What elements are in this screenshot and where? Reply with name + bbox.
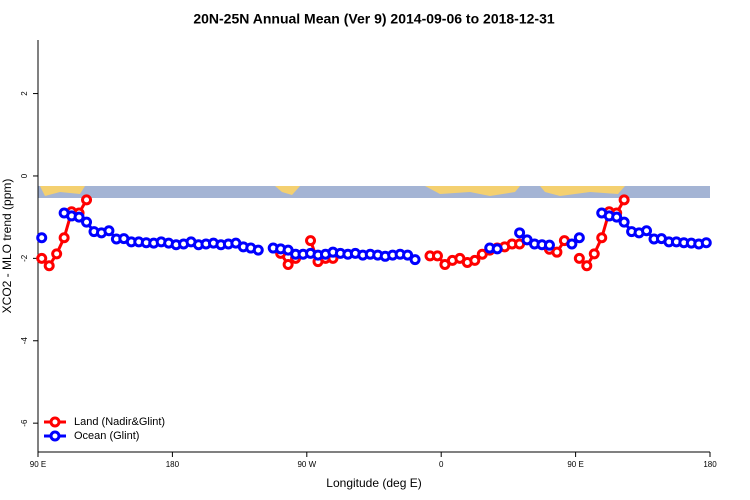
point [409, 254, 421, 266]
point [551, 246, 563, 258]
land-shape [425, 186, 520, 196]
point [36, 232, 48, 244]
map-strip [38, 186, 710, 198]
x-tick-label: 90 W [297, 460, 316, 469]
land-shape [540, 186, 625, 196]
x-tick-label: 0 [439, 460, 444, 469]
point [491, 243, 503, 255]
point [431, 250, 443, 262]
point [566, 238, 578, 250]
y-tick-label: 0 [20, 173, 29, 178]
point [43, 260, 55, 272]
chart-title: 20N-25N Annual Mean (Ver 9) 2014-09-06 t… [193, 11, 555, 27]
point [252, 244, 264, 256]
x-tick-label: 90 E [30, 460, 46, 469]
land-shape [275, 186, 300, 195]
point [81, 194, 93, 206]
point [81, 216, 93, 228]
point [573, 252, 585, 264]
point [543, 239, 555, 251]
ocean-band [38, 186, 710, 198]
legend-label: Ocean (Glint) [74, 430, 139, 442]
point [611, 211, 623, 223]
point [700, 237, 712, 249]
point [305, 235, 317, 247]
y-axis-label: XCO2 - MLO trend (ppm) [0, 179, 14, 314]
point [514, 227, 526, 239]
point [51, 248, 63, 260]
point [36, 252, 48, 264]
point [103, 225, 115, 237]
point [73, 211, 85, 223]
point [469, 254, 481, 266]
point [581, 260, 593, 272]
y-tick-label: -6 [20, 419, 29, 427]
x-tick-label: 90 E [567, 460, 583, 469]
y-tick-label: 2 [20, 91, 29, 96]
point [402, 249, 414, 261]
point [58, 232, 70, 244]
x-tick-label: 180 [703, 460, 717, 469]
point [282, 259, 294, 271]
point [588, 248, 600, 260]
legend-marker [49, 416, 61, 428]
x-tick-label: 180 [166, 460, 180, 469]
legend-marker [49, 430, 61, 442]
land-shape [40, 186, 85, 196]
legend-label: Land (Nadir&Glint) [74, 416, 165, 428]
y-tick-label: -2 [20, 254, 29, 262]
point [573, 232, 585, 244]
point [596, 232, 608, 244]
y-tick-label: -4 [20, 337, 29, 345]
point [618, 216, 630, 228]
point [641, 225, 653, 237]
point [618, 194, 630, 206]
x-axis-label: Longitude (deg E) [326, 476, 421, 490]
